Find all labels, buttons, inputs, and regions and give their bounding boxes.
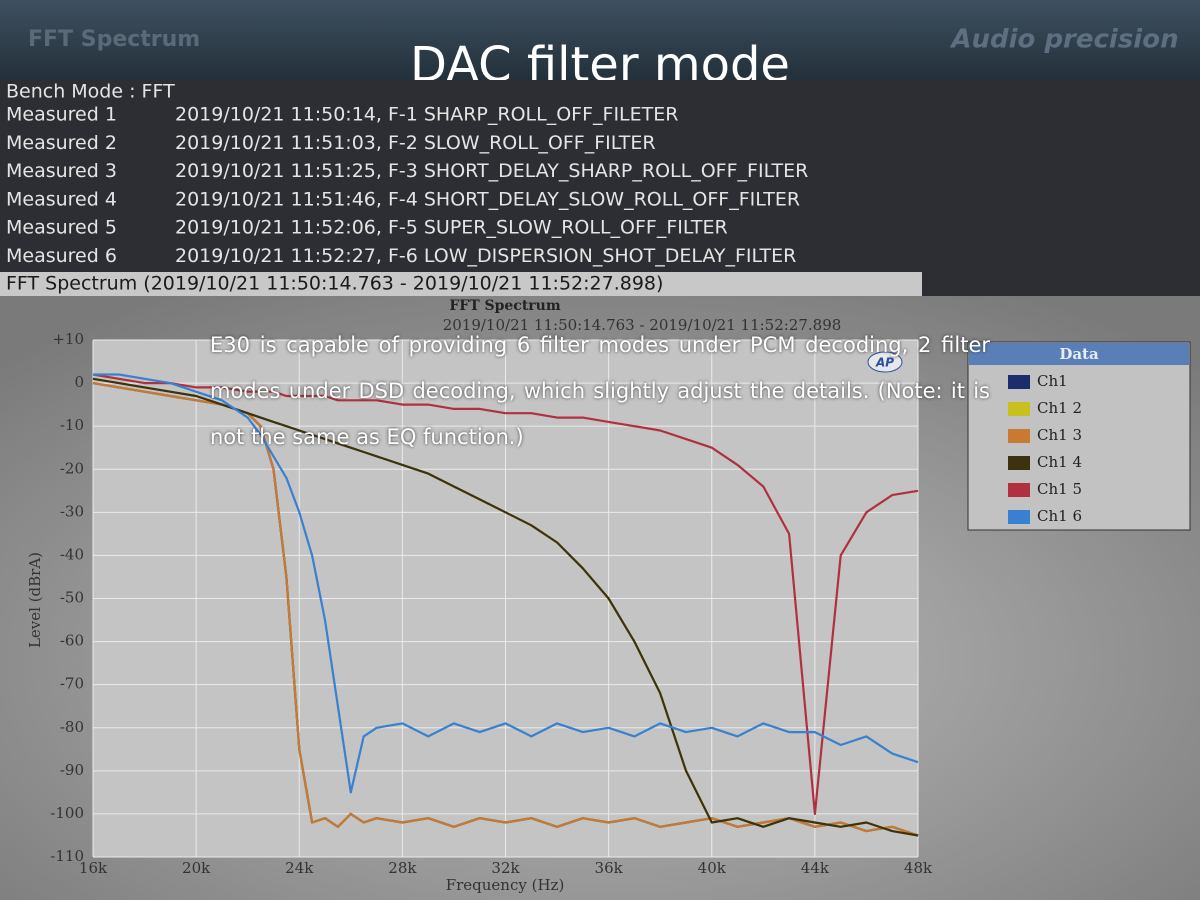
header-label: FFT Spectrum [28, 27, 200, 52]
badge-text: AP [875, 356, 894, 370]
legend-label: Ch1 3 [1037, 426, 1082, 444]
y-tick-label: -40 [60, 545, 84, 563]
legend-header [969, 343, 1189, 365]
series-line [92, 382, 919, 837]
x-tick-label: 24k [285, 859, 314, 877]
measurement-text: 2019/10/21 11:51:03, F-2 SLOW_ROLL_OFF_F… [175, 132, 656, 154]
measurement-text: 2019/10/21 11:52:06, F-5 SUPER_SLOW_ROLL… [175, 217, 728, 239]
measurement-label: Measured 5 [6, 217, 117, 239]
bench-mode: Bench Mode : FFT [6, 81, 175, 103]
series-line [92, 373, 919, 815]
measurement-text: 2019/10/21 11:50:14, F-1 SHARP_ROLL_OFF_… [175, 104, 678, 126]
legend-label: Ch1 5 [1037, 480, 1082, 498]
y-tick-label: -50 [60, 589, 84, 607]
y-tick-label: -90 [60, 761, 84, 779]
y-tick-label: -80 [60, 718, 84, 736]
legend [967, 341, 1191, 531]
x-axis-label: Frequency (Hz) [446, 876, 565, 894]
measurement-text: 2019/10/21 11:51:25, F-3 SHORT_DELAY_SHA… [175, 160, 808, 182]
header-band [0, 0, 1200, 80]
x-tick-label: 40k [698, 859, 727, 877]
series-line [93, 373, 919, 794]
x-tick-label: 36k [595, 859, 624, 877]
series-line [92, 377, 919, 837]
y-tick-label: -100 [50, 804, 84, 822]
chart-title: FFT Spectrum [449, 298, 561, 314]
y-tick-label: +10 [52, 330, 84, 348]
spectrum-bar [0, 272, 922, 296]
logo: Audio precision [949, 25, 1178, 55]
x-tick-label: 16k [79, 859, 108, 877]
y-tick-label: -70 [60, 675, 84, 693]
x-tick-label: 20k [182, 859, 211, 877]
measurement-label: Measured 2 [6, 132, 117, 154]
measurement-label: Measured 1 [6, 104, 117, 126]
legend-swatch [1008, 456, 1030, 470]
legend-label: Ch1 2 [1037, 399, 1082, 417]
legend-label: Ch1 [1037, 372, 1068, 390]
info-panel [0, 80, 1200, 295]
spectrum-bar-text: FFT Spectrum (2019/10/21 11:50:14.763 - … [6, 273, 663, 295]
legend-swatch [1008, 429, 1030, 443]
plot: +10 0 -10 -20 -30 -40 -50 -60 -70 -80 -90 -100 -1101… [50, 330, 933, 877]
y-tick-label: -10 [60, 416, 84, 434]
legend-swatch [1008, 402, 1030, 416]
legend-swatch [1008, 375, 1030, 389]
legend-swatch [1008, 510, 1030, 524]
legend-label: Ch1 4 [1037, 453, 1082, 471]
legend-title: Data [1059, 345, 1099, 363]
y-tick-label: 0 [74, 373, 84, 391]
y-tick-label: -60 [60, 632, 84, 650]
measurement-rows: Measured 1 2019/10/21 11:50:14, F-1 SHARP… [6, 104, 808, 268]
x-tick-label: 28k [388, 859, 417, 877]
y-tick-label: -20 [60, 459, 84, 477]
y-tick-label: -30 [60, 502, 84, 520]
measurement-text: 2019/10/21 11:51:46, F-4 SHORT_DELAY_SLO… [175, 188, 800, 210]
measurement-label: Measured 6 [6, 245, 117, 267]
x-tick-label: 32k [491, 859, 520, 877]
legend-label: Ch1 6 [1037, 507, 1082, 525]
measurement-label: Measured 4 [6, 188, 117, 210]
y-axis-label: Level (dBrA) [26, 552, 44, 648]
measurement-text: 2019/10/21 11:52:27, F-6 LOW_DISPERSION_… [175, 245, 796, 267]
legend-swatch [1008, 483, 1030, 497]
badge [867, 351, 903, 373]
x-tick-label: 44k [801, 859, 830, 877]
measurement-label: Measured 3 [6, 160, 117, 182]
note: E30 is capable of providing 6 filter mod… [210, 333, 990, 449]
chart-subtitle: 2019/10/21 11:50:14.763 - 2019/10/21 11:… [443, 316, 842, 334]
y-tick-label: -110 [50, 847, 84, 865]
x-tick-label: 48k [904, 859, 933, 877]
